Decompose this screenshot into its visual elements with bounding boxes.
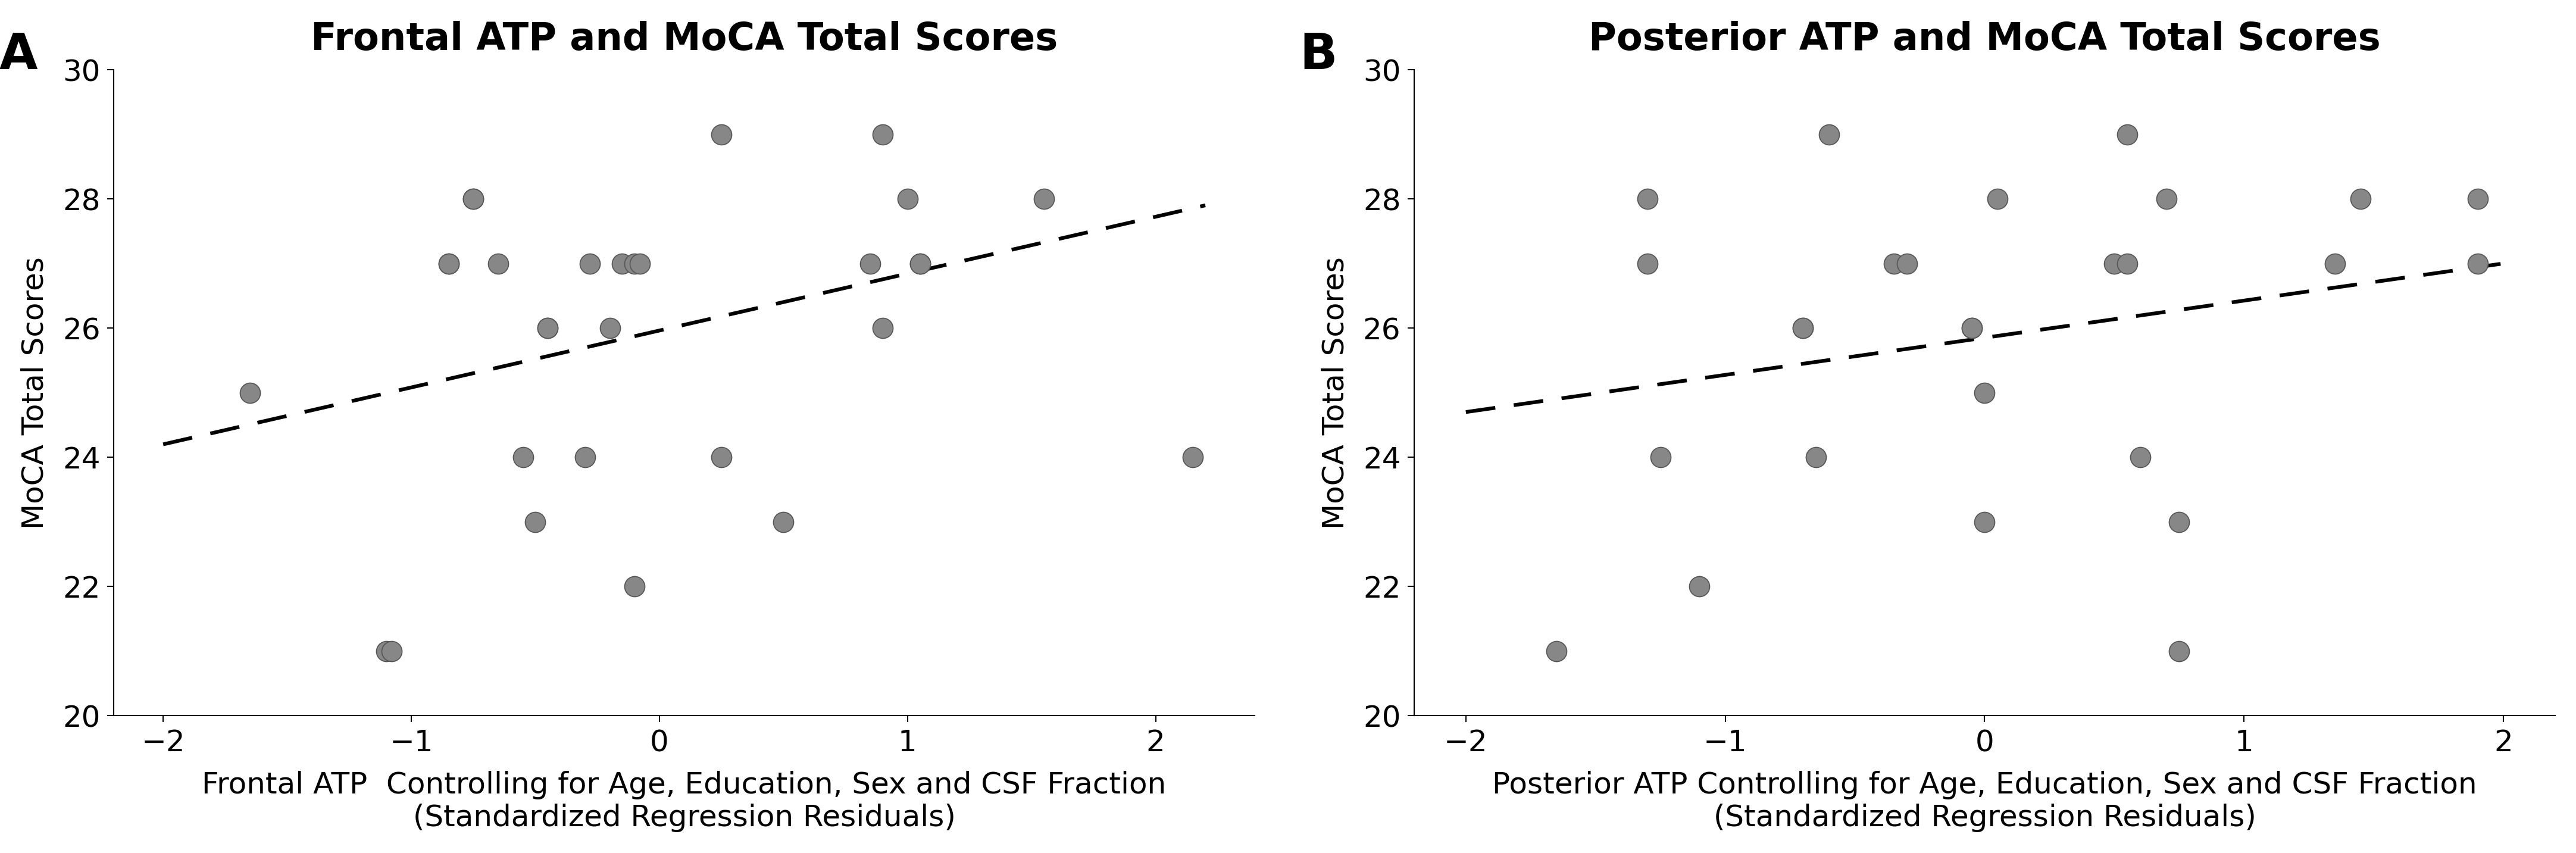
Point: [502, 450, 544, 464]
Point: [618, 257, 659, 270]
Point: [477, 257, 518, 270]
Point: [603, 257, 644, 270]
Point: [2159, 515, 2200, 529]
Point: [2458, 257, 2499, 270]
Point: [1628, 257, 1669, 270]
Title: Frontal ATP and MoCA Total Scores: Frontal ATP and MoCA Total Scores: [312, 20, 1059, 57]
Point: [366, 644, 407, 658]
Point: [701, 127, 742, 141]
Point: [2313, 257, 2354, 270]
Point: [453, 192, 495, 206]
Point: [2094, 257, 2136, 270]
Point: [762, 515, 804, 529]
Point: [528, 322, 569, 335]
Point: [2159, 644, 2200, 658]
Point: [1680, 580, 1721, 594]
Point: [1873, 257, 1914, 270]
Point: [1172, 450, 1213, 464]
Point: [1963, 515, 2004, 529]
Point: [569, 257, 611, 270]
Point: [2120, 450, 2161, 464]
Point: [1628, 192, 1669, 206]
Point: [1976, 192, 2017, 206]
Point: [1886, 257, 1927, 270]
Point: [1535, 644, 1577, 658]
Point: [863, 322, 904, 335]
Point: [2458, 192, 2499, 206]
Point: [515, 515, 556, 529]
Point: [2146, 192, 2187, 206]
Point: [850, 257, 891, 270]
Point: [863, 127, 904, 141]
Point: [1641, 450, 1682, 464]
Point: [899, 257, 940, 270]
Point: [428, 257, 469, 270]
Y-axis label: MoCA Total Scores: MoCA Total Scores: [21, 257, 49, 529]
Title: Posterior ATP and MoCA Total Scores: Posterior ATP and MoCA Total Scores: [1589, 20, 2380, 57]
Point: [2107, 257, 2148, 270]
Point: [1963, 386, 2004, 399]
Point: [1950, 322, 1991, 335]
X-axis label: Posterior ATP Controlling for Age, Education, Sex and CSF Fraction
(Standardized: Posterior ATP Controlling for Age, Educa…: [1492, 770, 2478, 833]
X-axis label: Frontal ATP  Controlling for Age, Education, Sex and CSF Fraction
(Standardized : Frontal ATP Controlling for Age, Educati…: [201, 770, 1167, 833]
Point: [1783, 322, 1824, 335]
Point: [613, 257, 654, 270]
Point: [899, 257, 940, 270]
Point: [1950, 322, 1991, 335]
Point: [2107, 127, 2148, 141]
Point: [564, 450, 605, 464]
Point: [701, 450, 742, 464]
Point: [1783, 322, 1824, 335]
Point: [371, 644, 412, 658]
Point: [1023, 192, 1064, 206]
Point: [528, 322, 569, 335]
Point: [1808, 127, 1850, 141]
Point: [453, 192, 495, 206]
Point: [2339, 192, 2380, 206]
Point: [229, 386, 270, 399]
Text: A: A: [0, 31, 39, 79]
Point: [1795, 450, 1837, 464]
Point: [613, 580, 654, 594]
Point: [590, 322, 631, 335]
Y-axis label: MoCA Total Scores: MoCA Total Scores: [1321, 257, 1350, 529]
Point: [886, 192, 927, 206]
Point: [428, 257, 469, 270]
Text: B: B: [1301, 31, 1337, 79]
